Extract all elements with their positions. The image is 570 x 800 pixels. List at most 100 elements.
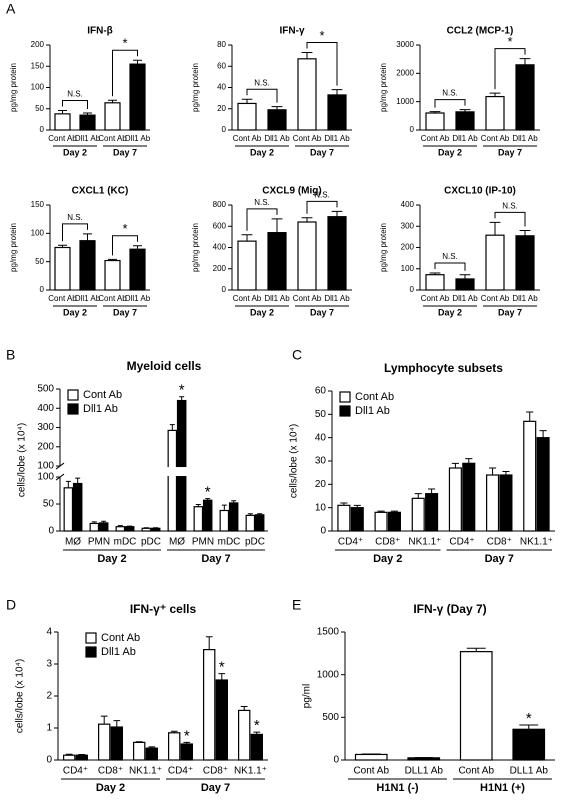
y-tick-label: 300 (401, 221, 415, 230)
bar (203, 648, 216, 761)
y-tick-label: 0 (46, 755, 52, 766)
x-tick-label: Cont Ab (98, 134, 127, 143)
x-tick-label: pDC (245, 537, 265, 548)
y-tick-label: 100 (31, 228, 45, 237)
y-tick-label: 400 (401, 200, 415, 209)
group-label: Day 2 (373, 553, 402, 565)
bar (89, 522, 100, 532)
y-tick-label: 30 (315, 456, 327, 467)
bar (486, 474, 500, 532)
x-tick-label: Dll1 Ab (75, 134, 101, 143)
bar (167, 429, 178, 532)
error-bar (526, 411, 534, 422)
bar (129, 63, 146, 131)
error-bar (271, 106, 283, 110)
y-tick-label: 200 (37, 441, 54, 452)
y-axis-label: pg/mg protein (379, 63, 388, 112)
x-tick-label: CD8⁺ (375, 537, 400, 548)
x-tick-label: CD4⁺ (63, 766, 88, 777)
bar (455, 278, 475, 291)
y-tick-label: 100 (37, 461, 54, 472)
bar (104, 102, 121, 131)
y-tick-label: 1 (46, 723, 52, 734)
y-axis-label: cells/lobe (x 10⁴) (15, 659, 26, 733)
comparison-label: N.S. (254, 198, 270, 207)
bar (267, 232, 287, 291)
bar (425, 274, 445, 291)
y-tick-label: 200 (401, 243, 415, 252)
error-bar (65, 753, 73, 756)
y-tick-label: 4 (46, 627, 52, 638)
y-tick-label: 40 (315, 432, 327, 443)
chart-title: IFN-γ (280, 26, 305, 37)
x-tick-label: NK1.1⁺ (408, 537, 441, 548)
y-axis-label: pg/mg protein (379, 223, 388, 272)
comparison-label: * (319, 28, 324, 43)
bar (254, 514, 265, 532)
comparison-label: * (507, 34, 512, 49)
error-bar (257, 513, 263, 515)
bar (237, 102, 257, 131)
error-bar (489, 221, 501, 236)
x-tick-label: Dll1 Ab (264, 134, 290, 143)
y-axis-label: pg/mg protein (9, 63, 18, 112)
error-bar (183, 741, 191, 744)
bar (462, 462, 476, 532)
comparison-bracket (246, 208, 278, 231)
bar (193, 506, 204, 532)
comparison-label: N.S. (67, 213, 83, 222)
bar (499, 474, 513, 532)
y-tick-label: 100 (401, 264, 415, 273)
bar (250, 733, 263, 761)
group-label: Day 2 (63, 147, 87, 157)
bar (350, 507, 364, 532)
error-bar (58, 109, 67, 114)
chart-title: IFN-γ (Day 7) (413, 602, 486, 616)
error-bar (153, 527, 159, 529)
group-label: Day 7 (113, 147, 137, 157)
significance-star: * (184, 727, 190, 744)
group-label: Day 2 (250, 307, 274, 317)
error-bar (133, 59, 142, 65)
comparison-label: * (122, 36, 127, 51)
error-bar (465, 458, 473, 464)
x-tick-label: Cont Ab (233, 134, 262, 143)
x-tick-label: Dll1 Ab (452, 294, 478, 303)
y-tick-label: 0 (40, 285, 45, 294)
y-tick-label: 200 (213, 264, 227, 273)
bar (297, 221, 317, 291)
break-mark (55, 462, 65, 481)
error-bar (241, 98, 253, 104)
x-tick-label: mDC (218, 537, 241, 548)
group-label: Day 7 (310, 147, 334, 157)
bar (459, 651, 493, 761)
x-tick-label: Cont Ab (421, 294, 450, 303)
y-tick-label: 40 (217, 83, 226, 92)
legend-label: Cont Ab (101, 632, 140, 644)
comparison-label: N.S. (67, 90, 83, 99)
error-bar (539, 430, 547, 438)
error-bar (390, 510, 399, 513)
x-tick-label: NK1.1⁺ (234, 766, 267, 777)
axis-break (54, 467, 270, 477)
group-label: Day 2 (250, 147, 274, 157)
bar (354, 753, 388, 761)
x-tick-label: CD4⁺ (449, 537, 474, 548)
error-bar (428, 488, 436, 494)
panel-label: A (6, 1, 16, 17)
chart-title: IFN-γ⁺ cells (130, 602, 197, 616)
bar (327, 94, 347, 131)
bar (387, 511, 401, 532)
error-bar (91, 521, 97, 524)
chart-title: CCL2 (MCP-1) (447, 26, 514, 37)
chart-title: Lymphocyte subsets (384, 361, 503, 375)
x-tick-label: Cont Ab (481, 134, 510, 143)
x-tick-label: Dll1 Ab (324, 134, 350, 143)
bar (79, 240, 96, 291)
group-label: H1N1 (+) (480, 782, 525, 794)
bar (54, 113, 71, 131)
y-axis-label: pg/mg protein (9, 223, 18, 272)
error-bar (301, 51, 313, 59)
group-label: Day 7 (113, 307, 137, 317)
bar (411, 497, 425, 532)
